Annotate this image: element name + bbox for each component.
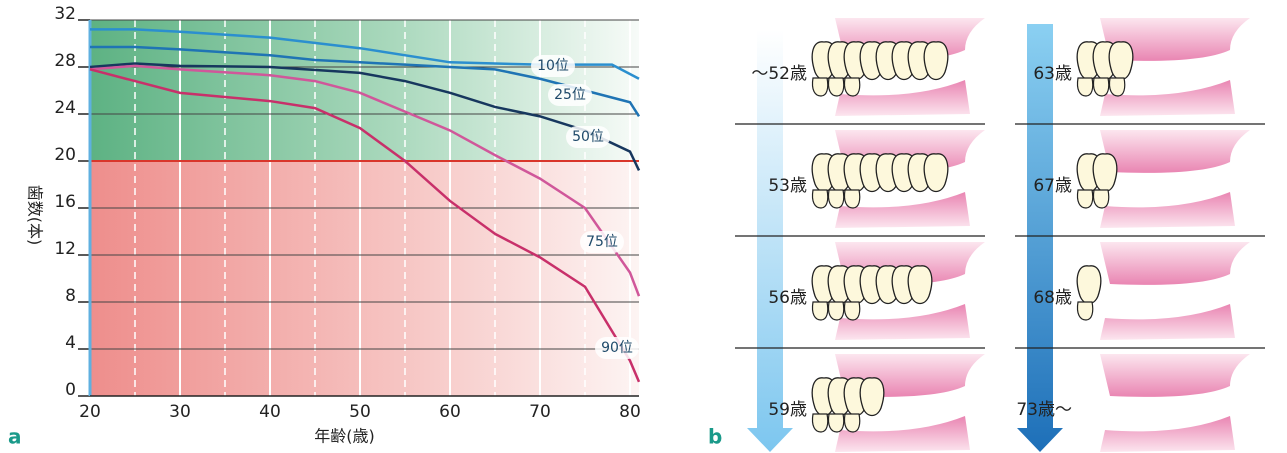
lower-gum — [1100, 192, 1235, 228]
tooth — [828, 302, 843, 320]
series-label: 25位 — [554, 87, 586, 103]
tooth — [812, 414, 827, 432]
tooth — [924, 154, 948, 192]
tooth — [812, 190, 827, 208]
tooth — [1109, 42, 1133, 80]
tooth — [812, 302, 827, 320]
tooth — [828, 78, 843, 96]
figure: 20 30 40 50 60 70 80 0 4 8 12 16 20 24 28 32 10位 25位 50位 75… — [0, 0, 1287, 453]
tooth — [1093, 78, 1108, 96]
age-label: 53歳 — [768, 176, 807, 196]
chart-a: 20 30 40 50 60 70 80 0 4 8 12 16 20 24 28 32 10位 25位 50位 75… — [8, 4, 641, 449]
panel-label: a — [8, 425, 22, 449]
y-tick-label: 12 — [54, 239, 76, 259]
y-tick-label: 0 — [65, 380, 76, 400]
x-tick-label: 80 — [619, 402, 641, 422]
age-label: 67歳 — [1033, 176, 1072, 196]
tooth — [860, 378, 884, 416]
age-label: 59歳 — [768, 400, 807, 420]
y-tick-label: 4 — [65, 333, 76, 353]
zone-low — [90, 161, 639, 396]
tooth — [844, 78, 859, 96]
series-label: 10位 — [537, 58, 569, 74]
upper-gum — [1100, 242, 1250, 285]
age-label: 56歳 — [768, 288, 807, 308]
age-label: 73歳～ — [1016, 400, 1072, 420]
y-tick-label: 20 — [54, 145, 76, 165]
y-tick-label: 16 — [54, 192, 76, 212]
x-tick-label: 70 — [529, 402, 551, 422]
y-axis-title: 歯数(本) — [26, 185, 45, 246]
tooth — [1077, 302, 1092, 320]
tooth — [1093, 190, 1108, 208]
x-tick-label: 60 — [439, 402, 461, 422]
arrow — [1017, 24, 1063, 452]
x-tick-label: 20 — [79, 402, 101, 422]
arrow — [747, 30, 793, 452]
tooth — [1077, 78, 1092, 96]
tooth — [812, 78, 827, 96]
series-label: 50位 — [572, 129, 604, 145]
y-tick-label: 28 — [54, 51, 76, 71]
panel-b: b ～52歳 53歳 56歳 59歳 63歳 67歳 68歳 73歳～ — [708, 18, 1265, 452]
tooth — [828, 190, 843, 208]
tooth — [1093, 154, 1117, 192]
panel-label: b — [708, 425, 722, 449]
tooth — [844, 190, 859, 208]
y-tick-label: 8 — [65, 286, 76, 306]
age-label: 63歳 — [1033, 64, 1072, 84]
series-label: 90位 — [601, 340, 633, 356]
tooth — [844, 414, 859, 432]
age-label: ～52歳 — [751, 64, 807, 84]
tooth — [844, 302, 859, 320]
upper-gum — [1100, 354, 1250, 397]
x-tick-label: 50 — [349, 402, 371, 422]
tooth — [828, 414, 843, 432]
lower-gum — [1100, 416, 1235, 452]
x-axis-title: 年齢(歳) — [314, 427, 375, 446]
tooth — [1077, 266, 1101, 304]
tooth — [1109, 78, 1124, 96]
x-tick-label: 30 — [169, 402, 191, 422]
lower-gum — [1100, 304, 1235, 340]
y-tick-label: 24 — [54, 98, 76, 118]
upper-gum — [1100, 130, 1250, 173]
page: {"chart_data": {"type": "line", "panel_l… — [0, 0, 1287, 453]
tooth — [924, 42, 948, 80]
age-label: 68歳 — [1033, 288, 1072, 308]
tooth — [908, 266, 932, 304]
x-tick-label: 40 — [259, 402, 281, 422]
series-label: 75位 — [586, 234, 618, 250]
y-tick-label: 32 — [54, 4, 76, 24]
tooth — [1077, 190, 1092, 208]
